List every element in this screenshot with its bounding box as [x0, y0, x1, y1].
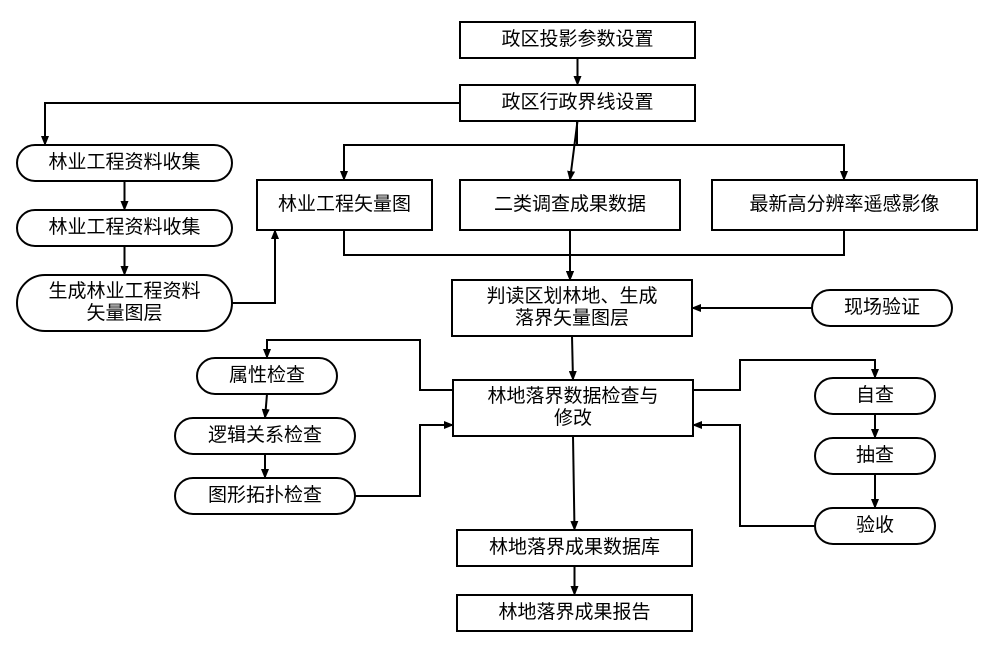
node-n2: 政区行政界线设置: [460, 85, 695, 121]
svg-text:矢量图层: 矢量图层: [86, 302, 162, 324]
svg-text:抽查: 抽查: [856, 444, 894, 466]
svg-text:自查: 自查: [856, 384, 894, 406]
svg-text:现场验证: 现场验证: [844, 296, 920, 318]
svg-text:落界矢量图层: 落界矢量图层: [515, 307, 629, 329]
node-n13: 图形拓扑检查: [175, 478, 355, 514]
edge-n8-n3: [232, 230, 275, 303]
edge-n14-n18: [573, 436, 575, 530]
svg-text:林地落界成果数据库: 林地落界成果数据库: [489, 536, 660, 558]
edge-n2-n3: [344, 121, 577, 180]
edge-n5-n9: [570, 230, 844, 280]
node-n10: 现场验证: [812, 290, 952, 326]
svg-text:政区投影参数设置: 政区投影参数设置: [501, 28, 653, 50]
edge-n3-n9: [344, 230, 570, 280]
svg-text:生成林业工程资料: 生成林业工程资料: [48, 280, 200, 302]
node-n7: 林业工程资料收集: [17, 210, 232, 246]
nodes-layer: 政区投影参数设置政区行政界线设置林业工程矢量图 二类调查成果数据 最新高分辨率遥感影…: [17, 22, 977, 631]
node-n9: 判读区划林地、生成落界矢量图层: [452, 280, 692, 336]
node-n18: 林地落界成果数据库: [457, 530, 692, 566]
svg-text:二类调查成果数据: 二类调查成果数据: [494, 193, 646, 215]
svg-text:图形拓扑检查: 图形拓扑检查: [208, 484, 322, 506]
svg-text:林业工程资料收集: 林业工程资料收集: [48, 151, 200, 173]
svg-text:验收: 验收: [856, 514, 894, 536]
node-n8: 生成林业工程资料矢量图层: [17, 275, 232, 331]
svg-text:林地落界数据检查与: 林地落界数据检查与: [487, 385, 658, 407]
edge-n9-n14: [572, 336, 573, 380]
node-n4: 二类调查成果数据: [460, 180, 680, 230]
node-n6: 林业工程资料收集: [17, 145, 232, 181]
node-n12: 逻辑关系检查: [175, 418, 355, 454]
svg-text:属性检查: 属性检查: [229, 364, 305, 386]
svg-text:判读区划林地、生成: 判读区划林地、生成: [486, 285, 657, 307]
edge-n17-n14: [693, 425, 815, 526]
svg-text:林地落界成果报告: 林地落界成果报告: [498, 601, 650, 623]
node-n19: 林地落界成果报告: [457, 595, 692, 631]
node-n3: 林业工程矢量图: [257, 180, 432, 230]
edge-n2-n5: [577, 121, 844, 180]
node-n1: 政区投影参数设置: [460, 22, 695, 58]
node-n5: 最新高分辨率遥感影像: [712, 180, 977, 230]
svg-text:林业工程资料收集: 林业工程资料收集: [48, 216, 200, 238]
svg-text:最新高分辨率遥感影像: 最新高分辨率遥感影像: [749, 193, 939, 215]
node-n14: 林地落界数据检查与修改: [453, 380, 693, 436]
node-n17: 验收: [815, 508, 935, 544]
edge-n11-n12: [265, 394, 267, 418]
edge-n2-n6: [45, 103, 460, 145]
flowchart-diagram: 政区投影参数设置政区行政界线设置林业工程矢量图 二类调查成果数据 最新高分辨率遥感影…: [0, 0, 1000, 659]
node-n15: 自查: [815, 378, 935, 414]
svg-text:逻辑关系检查: 逻辑关系检查: [208, 424, 322, 446]
svg-text:修改: 修改: [554, 407, 592, 429]
node-n16: 抽查: [815, 438, 935, 474]
edge-n13-n14: [355, 425, 453, 496]
node-n11: 属性检查: [197, 358, 337, 394]
svg-text:政区行政界线设置: 政区行政界线设置: [501, 91, 653, 113]
svg-text:林业工程矢量图: 林业工程矢量图: [278, 193, 411, 215]
